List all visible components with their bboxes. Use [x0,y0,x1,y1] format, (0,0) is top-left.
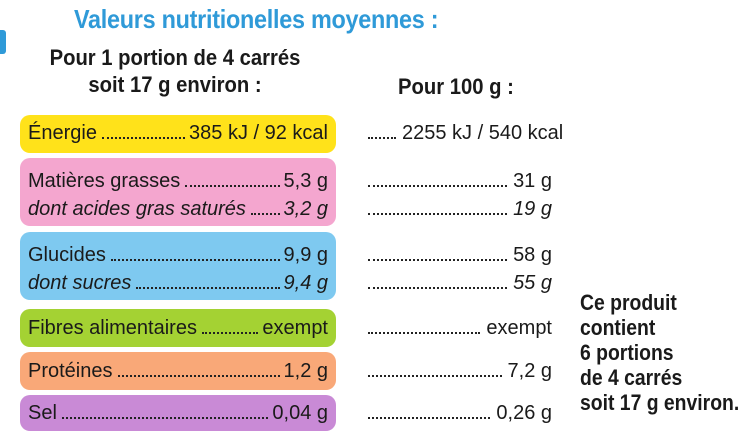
leader-dots [110,259,280,261]
band-fibres [20,309,336,347]
label-acides-gras-satures: dont acides gras saturés [28,198,246,220]
note-line: Ce produit [580,290,677,315]
per100-sel: 0,26 g [496,402,552,424]
leader-dots [101,137,186,139]
leader-dots [368,417,491,419]
per100-energie: 2255 kJ / 540 kcal [402,122,564,144]
per100-acides-gras-satures-row: 19 g [368,194,552,220]
per100-sel-row: 0,26 g [368,398,552,424]
per100-header: Pour 100 g : [398,74,514,99]
row-acides-gras-satures: dont acides gras saturés 3,2 g [28,194,328,220]
row-matieres-grasses: Matières grasses 5,3 g [28,166,328,192]
portion-fibres: exempt [262,317,328,339]
leader-dots [368,287,508,289]
portion-matieres-grasses: 5,3 g [283,170,328,192]
section-title: Valeurs nutritionelles moyennes : [74,4,439,34]
leader-dots [368,137,396,139]
leader-dots [368,332,481,334]
note-line: de 4 carrés [580,365,683,390]
label-sel: Sel [28,402,57,424]
portions-note: Ce produit contient 6 portions de 4 carr… [580,290,739,415]
portion-header-line2: soit 17 g environ : [88,72,262,97]
label-matieres-grasses: Matières grasses [28,170,181,192]
leader-dots [368,259,508,261]
leader-dots [368,213,508,215]
note-line: soit 17 g environ. [580,390,740,415]
per100-fibres-row: exempt [368,313,552,339]
label-glucides: Glucides [28,244,106,266]
portion-energie: 385 kJ / 92 kcal [189,122,328,144]
per100-acides-gras-satures: 19 g [513,198,552,220]
label-fibres: Fibres alimentaires [28,317,197,339]
portion-header: Pour 1 portion de 4 carrés soit 17 g env… [42,44,309,98]
leader-dots [250,213,280,215]
leader-dots [185,185,280,187]
per100-energie-row: 2255 kJ / 540 kcal [368,118,563,144]
note-line: 6 portions [580,340,674,365]
per100-proteines: 7,2 g [507,360,552,382]
portion-sucres: 9,4 g [283,272,328,294]
note-line: contient [580,315,656,340]
per100-fibres: exempt [486,317,552,339]
band-energie [20,115,336,153]
label-energie: Énergie [28,122,97,144]
row-energie: Énergie 385 kJ / 92 kcal [28,118,328,144]
row-sucres: dont sucres 9,4 g [28,268,328,294]
per100-matieres-grasses-row: 31 g [368,166,552,192]
per100-proteines-row: 7,2 g [368,356,552,382]
band-matieres-grasses [20,158,336,226]
leader-dots [201,332,259,334]
per100-sucres-row: 55 g [368,268,552,294]
per100-sucres: 55 g [513,272,552,294]
leader-dots [136,287,280,289]
per100-glucides-row: 58 g [368,240,552,266]
portion-sel: 0,04 g [272,402,328,424]
portion-glucides: 9,9 g [283,244,328,266]
per100-matieres-grasses: 31 g [513,170,552,192]
row-sel: Sel 0,04 g [28,398,328,424]
portion-proteines: 1,2 g [283,360,328,382]
label-proteines: Protéines [28,360,113,382]
band-sel [20,395,336,431]
blue-edge-mark [0,30,6,54]
leader-dots [368,375,502,377]
row-glucides: Glucides 9,9 g [28,240,328,266]
portion-header-line1: Pour 1 portion de 4 carrés [49,45,301,70]
portion-acides-gras-satures: 3,2 g [283,198,328,220]
band-proteines [20,352,336,390]
leader-dots [368,185,508,187]
leader-dots [61,417,269,419]
row-fibres: Fibres alimentaires exempt [28,313,328,339]
label-sucres: dont sucres [28,272,132,294]
per100-glucides: 58 g [513,244,552,266]
row-proteines: Protéines 1,2 g [28,356,328,382]
leader-dots [117,375,280,377]
